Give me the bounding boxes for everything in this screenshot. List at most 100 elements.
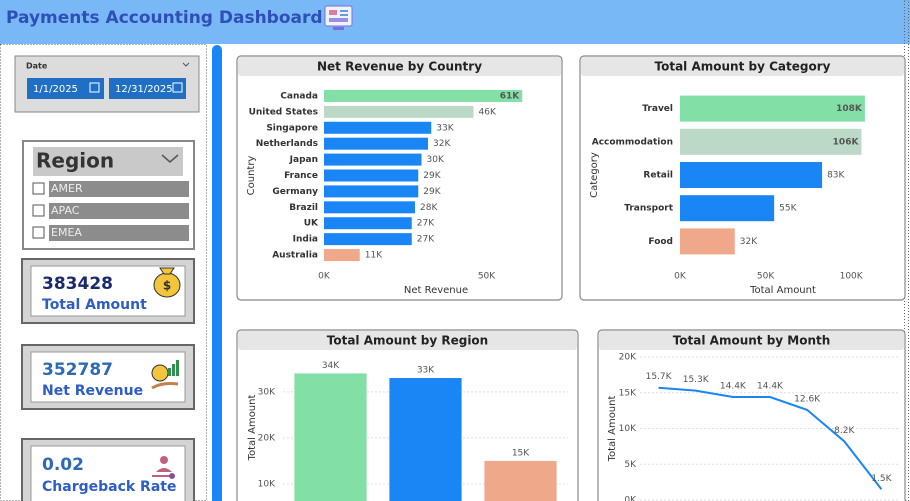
bar bbox=[389, 378, 462, 501]
data-label: 14.4K bbox=[757, 382, 784, 392]
kpi-card: 352787 Net Revenue bbox=[21, 344, 195, 410]
option-label[interactable]: EMEA bbox=[51, 226, 82, 239]
y-tick-label: 10K bbox=[258, 479, 276, 489]
y-tick-label: UK bbox=[304, 219, 319, 229]
kpi-label: Chargeback Rate bbox=[42, 479, 176, 495]
y-axis-title: Total Amount bbox=[607, 396, 618, 463]
bar bbox=[324, 233, 412, 246]
data-label: 8.2K bbox=[834, 426, 855, 436]
revenue-icon bbox=[151, 360, 179, 390]
kpi-value: 352787 bbox=[42, 360, 113, 380]
checkbox[interactable] bbox=[32, 204, 45, 217]
checkbox[interactable] bbox=[32, 182, 45, 195]
checkbox[interactable] bbox=[32, 226, 45, 239]
x-axis-title: Net Revenue bbox=[404, 285, 468, 296]
data-label: 14.4K bbox=[720, 382, 747, 392]
y-tick-label: 20K bbox=[258, 433, 276, 443]
y-tick-label: Japan bbox=[289, 155, 318, 165]
option-bar bbox=[49, 203, 189, 219]
y-tick-label: Transport bbox=[624, 204, 673, 214]
data-label: 55K bbox=[779, 204, 797, 214]
page-title: Payments Accounting Dashboard bbox=[6, 8, 323, 28]
calendar-icon bbox=[89, 82, 100, 93]
region-header[interactable] bbox=[33, 147, 183, 176]
bar bbox=[324, 89, 523, 102]
x-axis-title: Total Amount bbox=[749, 285, 816, 296]
y-tick-label: Singapore bbox=[266, 123, 318, 133]
date-start-input[interactable] bbox=[27, 78, 104, 99]
option-label[interactable]: AMER bbox=[51, 182, 83, 195]
data-label: 32K bbox=[433, 139, 451, 149]
data-label: 61K bbox=[500, 91, 521, 101]
svg-text:$: $ bbox=[163, 279, 171, 293]
data-label: 27K bbox=[417, 219, 435, 229]
data-label: 32K bbox=[740, 237, 758, 247]
chart-header bbox=[238, 331, 577, 350]
data-label: 28K bbox=[420, 203, 438, 213]
date-start: 1/1/2025 bbox=[33, 84, 78, 95]
bar bbox=[324, 153, 422, 166]
bar bbox=[680, 162, 823, 188]
y-tick-label: 15K bbox=[619, 388, 637, 398]
chart-card bbox=[597, 329, 906, 501]
data-label: 33K bbox=[436, 123, 454, 133]
y-tick-label: Retail bbox=[643, 171, 673, 181]
y-tick-label: United States bbox=[249, 107, 318, 117]
calendar-icon bbox=[172, 82, 183, 93]
data-label: 83K bbox=[827, 171, 845, 181]
y-axis-title: Total Amount bbox=[247, 395, 258, 462]
bar bbox=[324, 105, 474, 118]
chart-title: Net Revenue by Country bbox=[317, 60, 482, 74]
kpi-card: 0.02 Chargeback Rate bbox=[21, 438, 195, 501]
chart-title: Total Amount by Category bbox=[655, 60, 831, 74]
data-label: 1.5K bbox=[871, 474, 892, 484]
bar bbox=[324, 217, 412, 230]
y-tick-label: Canada bbox=[280, 91, 318, 101]
bar bbox=[324, 121, 432, 134]
bar bbox=[484, 460, 557, 501]
data-label: 15.3K bbox=[683, 375, 710, 385]
bar bbox=[680, 128, 862, 155]
option-bar bbox=[49, 225, 189, 241]
bar bbox=[324, 169, 419, 182]
y-tick-label: Germany bbox=[272, 187, 318, 197]
date-end-input[interactable] bbox=[109, 78, 186, 99]
data-label: 106K bbox=[833, 137, 860, 147]
bar bbox=[324, 201, 415, 214]
bar bbox=[680, 95, 865, 122]
chart-title: Total Amount by Region bbox=[327, 334, 488, 348]
y-tick-label: 0K bbox=[624, 496, 637, 501]
chevron bbox=[182, 62, 190, 67]
data-label: 29K bbox=[423, 171, 441, 181]
x-tick-label: 50K bbox=[478, 272, 496, 282]
line bbox=[658, 386, 883, 490]
y-tick-label: Australia bbox=[272, 251, 318, 261]
y-tick-label: 30K bbox=[258, 387, 276, 397]
x-tick-label: 50K bbox=[757, 272, 775, 282]
option-bar bbox=[49, 181, 189, 197]
y-tick-label: 20K bbox=[619, 353, 637, 363]
chart-header bbox=[581, 57, 904, 76]
data-label: 108K bbox=[836, 104, 863, 114]
option-label[interactable]: APAC bbox=[51, 204, 80, 217]
chart-title: Total Amount by Month bbox=[673, 334, 831, 348]
chargeback-icon bbox=[152, 456, 175, 479]
data-label: 11K bbox=[365, 251, 383, 261]
chevron bbox=[161, 154, 179, 163]
y-axis-title: Country bbox=[246, 156, 257, 196]
data-label: 29K bbox=[423, 187, 441, 197]
scrollbar[interactable] bbox=[212, 45, 222, 501]
data-label: 15.7K bbox=[646, 372, 673, 382]
y-tick-label: 10K bbox=[619, 424, 637, 434]
y-tick-label: Food bbox=[648, 237, 673, 247]
y-tick-label: Accommodation bbox=[592, 137, 673, 147]
kpi-label: Net Revenue bbox=[42, 383, 143, 399]
bar bbox=[680, 228, 735, 255]
chart-header bbox=[599, 331, 904, 350]
y-tick-label: Travel bbox=[642, 104, 673, 114]
y-tick-label: Brazil bbox=[289, 203, 318, 213]
y-tick-label: France bbox=[284, 171, 318, 181]
bar bbox=[324, 185, 419, 198]
data-label: 33K bbox=[417, 366, 435, 376]
